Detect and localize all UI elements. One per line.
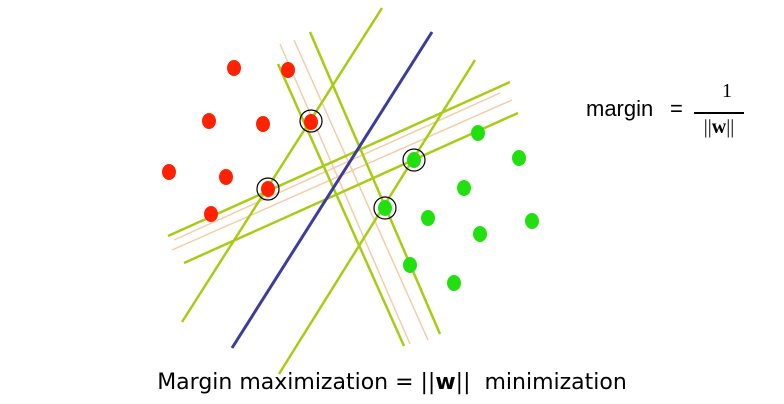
- caption-prefix: Margin maximization = ||: [157, 370, 436, 395]
- formula-denominator: ||w||: [692, 116, 746, 139]
- green-point: [421, 210, 435, 226]
- green-point: [403, 257, 417, 273]
- support-vector-ring: [373, 196, 397, 220]
- support-vector-circles: [256, 109, 426, 220]
- fraction-bar: [694, 112, 744, 114]
- red-point: [162, 164, 176, 180]
- faint-line-steep-2: [279, 43, 411, 345]
- class-b-points: [378, 125, 539, 291]
- margin-line-steep-2: [276, 63, 406, 347]
- norm-left: ||: [703, 116, 712, 138]
- support-vector-ring: [299, 109, 323, 133]
- red-point: [202, 113, 216, 129]
- formula-equals: =: [670, 96, 683, 121]
- red-point: [304, 114, 318, 130]
- green-point: [525, 213, 539, 229]
- norm-variable: w: [711, 116, 727, 138]
- green-point: [512, 150, 526, 166]
- red-point: [281, 62, 295, 78]
- margin-lines: [167, 7, 519, 375]
- faint-line-diagonal-2: [173, 92, 501, 241]
- red-point: [256, 116, 270, 132]
- caption-suffix: || minimization: [455, 370, 627, 395]
- green-point: [471, 125, 485, 141]
- margin-line-shallow-2: [183, 111, 519, 265]
- red-point: [227, 60, 241, 76]
- red-point: [261, 181, 275, 197]
- green-point: [457, 180, 471, 196]
- caption-variable: w: [435, 370, 456, 395]
- green-point: [407, 152, 421, 168]
- margin-line-steep-1: [308, 31, 442, 335]
- green-point: [378, 200, 392, 216]
- support-vector-ring: [402, 148, 426, 172]
- margin-line-shallow-1: [167, 80, 511, 238]
- margin-formula: margin = 1 ||w||: [586, 80, 756, 152]
- norm-right: ||: [726, 116, 735, 138]
- green-point: [473, 226, 487, 242]
- formula-label: margin: [586, 96, 654, 121]
- margin-line-right: [277, 59, 477, 375]
- class-a-points: [162, 60, 318, 222]
- margin-line-left: [180, 7, 384, 323]
- faint-line-steep-1: [293, 39, 429, 341]
- formula-numerator: 1: [722, 80, 732, 102]
- red-point: [204, 206, 218, 222]
- caption: Margin maximization = ||w|| minimization: [0, 370, 784, 395]
- support-vector-ring: [256, 177, 280, 201]
- decision-boundary-line: [230, 31, 434, 349]
- red-point: [219, 169, 233, 185]
- green-point: [447, 275, 461, 291]
